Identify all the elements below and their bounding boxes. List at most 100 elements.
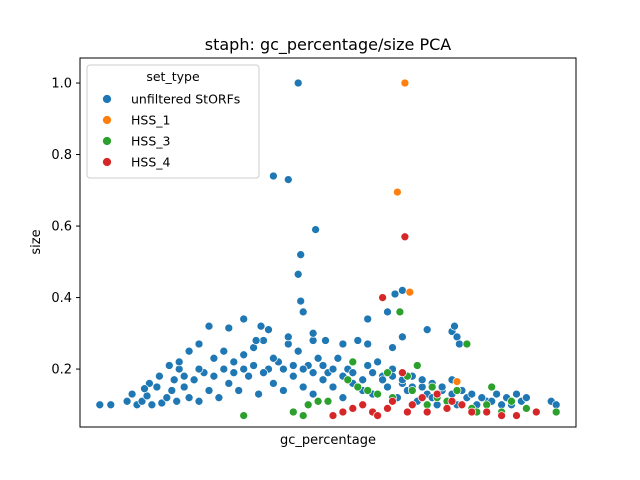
data-point [122,396,132,406]
data-point [106,400,116,410]
data-point [184,393,194,403]
data-point [383,404,392,413]
data-point [452,386,462,395]
data-point [512,389,521,399]
data-point [343,375,353,385]
data-point [224,323,234,333]
data-point [427,382,437,392]
data-point [179,371,189,381]
data-point [279,386,288,395]
data-point [551,400,561,410]
data-point [219,346,229,356]
data-point [219,364,229,374]
data-point [95,400,105,410]
data-point [328,382,338,392]
legend-marker [102,136,112,146]
data-point [137,396,147,406]
data-point [522,393,531,403]
data-point [422,325,432,335]
data-point [293,269,303,279]
plot-frame [79,57,577,428]
data-point [283,332,293,342]
data-point [398,368,407,378]
data-point [293,346,303,356]
data-point [348,404,358,413]
data-point [467,407,477,417]
legend: set_type unfiltered StORFs HSS_1 HSS_3 HSS_… [86,64,260,179]
legend-entry-label: HSS_3 [131,134,170,149]
data-point [363,361,373,370]
data-point [189,375,199,385]
y-tick-label: 0.2 [51,363,72,378]
data-point [363,314,373,324]
data-point [167,386,177,395]
data-point [127,389,137,399]
data-point [157,398,167,408]
data-point [417,382,427,392]
data-point [204,386,214,395]
data-point [147,400,157,410]
data-point [288,361,298,370]
data-point [338,407,348,417]
legend-marker [102,115,112,125]
data-point [194,364,204,374]
data-point [373,411,382,420]
data-point [321,336,330,345]
data-point [388,396,397,406]
y-tick-label: 0.6 [51,220,72,235]
data-point [492,389,501,399]
data-point [303,400,313,410]
data-point [348,368,358,378]
data-point [308,389,318,399]
data-point [395,307,405,317]
data-point [296,296,306,306]
data-point [338,339,348,349]
data-point [298,307,308,317]
data-point [323,396,333,406]
data-point [412,361,422,370]
data-point [482,407,492,417]
data-point [194,396,204,406]
data-point [318,361,328,370]
data-point [239,314,249,324]
data-point [244,371,253,381]
data-point [497,400,506,410]
data-point [363,339,373,349]
data-point [353,382,363,392]
data-point [482,400,492,410]
legend-box [86,64,260,179]
data-point [390,289,400,299]
data-point [313,353,323,363]
data-point [338,393,348,403]
series-1 [393,78,462,386]
data-point [378,293,387,302]
legend-title: set_type [146,69,200,84]
data-point [422,400,432,410]
data-point [328,411,338,420]
data-point [450,321,459,331]
data-point [358,400,368,410]
data-point [400,232,410,242]
data-point [279,364,288,374]
data-point [437,382,447,392]
data-point [140,384,149,394]
data-point [164,361,174,370]
data-point [452,377,462,386]
data-point [383,307,392,317]
data-point [531,407,541,417]
data-point [229,357,239,367]
data-point [298,411,308,420]
data-point [383,382,392,392]
data-point [311,225,320,234]
data-point [383,368,392,378]
data-point [497,411,506,420]
data-point [256,321,266,331]
data-point [457,400,467,410]
data-point [398,286,407,295]
data-point [174,364,184,374]
data-point [264,325,273,335]
data-point [403,407,412,417]
data-point [269,171,278,181]
y-axis: 0.2 0.4 0.6 0.8 1.0 [51,77,80,378]
